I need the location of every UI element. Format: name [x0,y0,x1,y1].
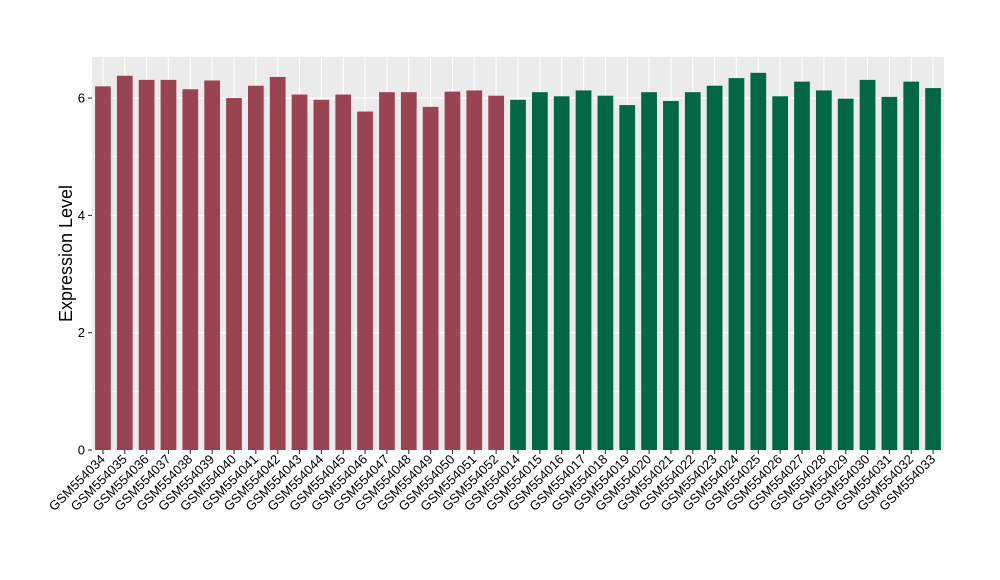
y-tick-label: 0 [78,443,85,458]
bar-GSM554043 [291,94,308,451]
y-tick-label: 2 [78,325,85,340]
bar-GSM554040 [226,98,242,451]
bar-GSM554046 [357,111,373,450]
bar-GSM554019 [619,105,636,450]
bar-GSM554014 [510,99,526,451]
bar-GSM554028 [815,90,832,450]
bar-GSM554039 [204,80,221,451]
bars [95,72,941,451]
bar-GSM554032 [903,81,920,451]
bar-GSM554023 [706,85,723,450]
bar-GSM554024 [728,78,745,450]
bar-GSM554048 [400,92,417,450]
bar-GSM554049 [422,106,439,450]
bar-GSM554042 [269,76,286,450]
bar-GSM554031 [881,96,898,450]
x-axis: GSM554034GSM554035GSM554036GSM554037GSM5… [46,450,938,514]
bar-GSM554027 [794,81,810,451]
y-tick-label: 6 [78,91,85,106]
bar-GSM554016 [553,96,570,451]
bar-GSM554051 [466,90,483,450]
bar-GSM554034 [95,86,111,450]
bar-GSM554041 [247,85,264,450]
bar-GSM554030 [859,79,876,450]
bar-GSM554029 [837,98,854,450]
bar-GSM554037 [160,79,177,450]
y-axis-title: Expression Level [56,185,76,322]
bar-GSM554015 [531,92,548,450]
y-tick-label: 4 [78,208,85,223]
bar-GSM554020 [641,92,657,450]
bar-GSM554021 [663,100,679,450]
bar-GSM554018 [597,95,614,450]
bar-GSM554017 [575,90,592,450]
bar-GSM554047 [379,92,395,450]
bar-GSM554035 [116,75,133,451]
bar-GSM554045 [335,94,352,451]
bar-GSM554052 [488,95,505,450]
bar-GSM554044 [313,99,330,451]
bar-GSM554025 [750,72,767,450]
bar-GSM554033 [925,88,941,450]
bar-GSM554022 [684,92,701,450]
bar-GSM554026 [772,96,789,451]
bar-GSM554038 [182,89,199,450]
y-axis: 0 2 4 6 [78,91,92,458]
bar-GSM554036 [138,79,155,450]
bar-GSM554050 [444,91,461,451]
